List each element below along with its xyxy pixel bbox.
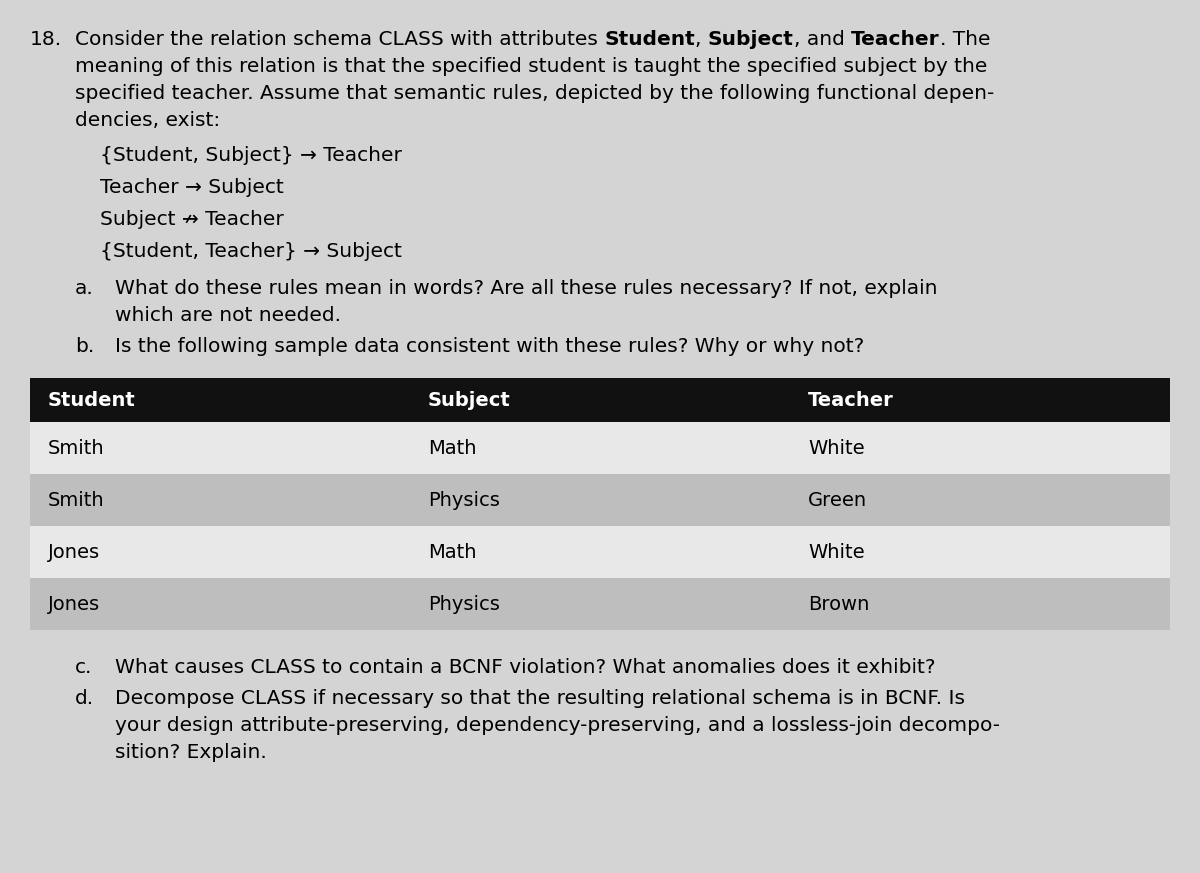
Text: a.: a. (74, 279, 94, 298)
Text: Jones: Jones (48, 542, 100, 561)
Text: . The: . The (940, 30, 990, 49)
Text: specified teacher. Assume that semantic rules, depicted by the following functio: specified teacher. Assume that semantic … (74, 84, 995, 103)
Text: Math: Math (428, 542, 476, 561)
Text: meaning of this relation is that the specified student is taught the specified s: meaning of this relation is that the spe… (74, 57, 988, 76)
Text: Smith: Smith (48, 491, 104, 510)
Text: b.: b. (74, 337, 95, 356)
Text: c.: c. (74, 658, 92, 677)
Text: Subject ↛ Teacher: Subject ↛ Teacher (100, 210, 283, 229)
Bar (30, 474, 1170, 526)
Text: d.: d. (74, 689, 94, 708)
Text: White: White (808, 438, 865, 457)
Text: What do these rules mean in words? Are all these rules necessary? If not, explai: What do these rules mean in words? Are a… (115, 279, 937, 298)
Text: What causes CLASS to contain a BCNF violation? What anomalies does it exhibit?: What causes CLASS to contain a BCNF viol… (115, 658, 936, 677)
Bar (30, 378, 1170, 422)
Text: ,: , (695, 30, 708, 49)
Text: Physics: Physics (428, 491, 500, 510)
Text: Consider the relation schema CLASS with attributes: Consider the relation schema CLASS with … (74, 30, 605, 49)
Text: Smith: Smith (48, 438, 104, 457)
Bar (30, 422, 1170, 474)
Text: Decompose CLASS if necessary so that the resulting relational schema is in BCNF.: Decompose CLASS if necessary so that the… (115, 689, 965, 708)
Text: White: White (808, 542, 865, 561)
Text: {Student, Teacher} → Subject: {Student, Teacher} → Subject (100, 242, 402, 261)
Text: Student: Student (48, 390, 136, 409)
Bar (30, 578, 1170, 630)
Text: Green: Green (808, 491, 868, 510)
Text: Brown: Brown (808, 595, 869, 614)
Text: 18.: 18. (30, 30, 62, 49)
Text: , and: , and (793, 30, 851, 49)
Text: Teacher: Teacher (808, 390, 894, 409)
Text: your design attribute-preserving, dependency-preserving, and a lossless-join dec: your design attribute-preserving, depend… (115, 716, 1000, 735)
Bar (30, 526, 1170, 578)
Text: Math: Math (428, 438, 476, 457)
Text: Subject: Subject (428, 390, 511, 409)
Text: Student: Student (605, 30, 695, 49)
Text: dencies, exist:: dencies, exist: (74, 111, 221, 130)
Text: Is the following sample data consistent with these rules? Why or why not?: Is the following sample data consistent … (115, 337, 864, 356)
Text: Physics: Physics (428, 595, 500, 614)
Text: sition? Explain.: sition? Explain. (115, 743, 266, 762)
Text: Jones: Jones (48, 595, 100, 614)
Text: Subject: Subject (708, 30, 793, 49)
Text: which are not needed.: which are not needed. (115, 306, 341, 325)
Text: {Student, Subject} → Teacher: {Student, Subject} → Teacher (100, 146, 402, 165)
Text: Teacher: Teacher (851, 30, 940, 49)
Text: Teacher → Subject: Teacher → Subject (100, 178, 283, 197)
